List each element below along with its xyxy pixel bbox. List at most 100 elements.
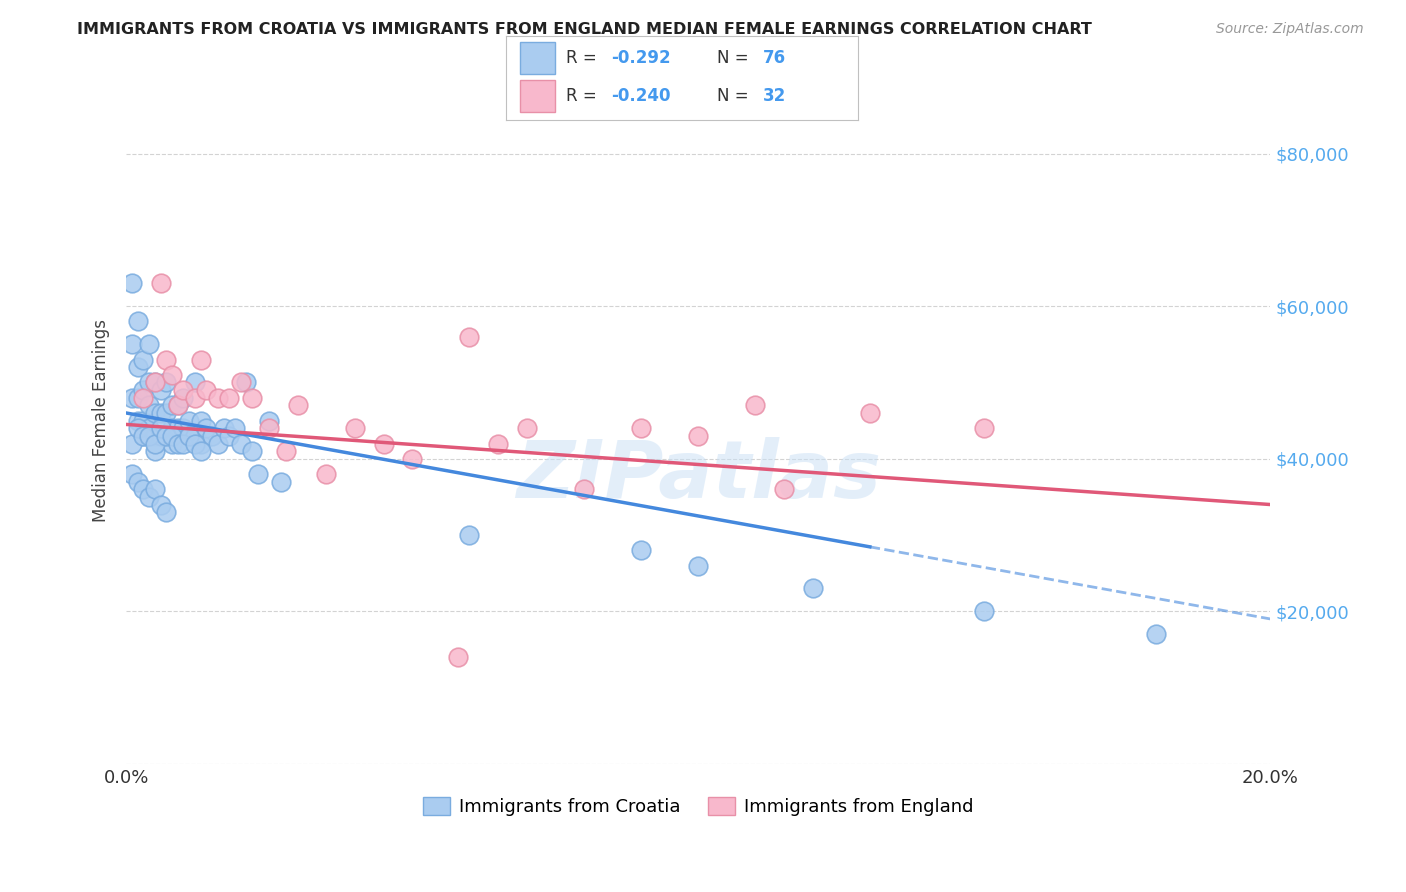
Point — [688, 429, 710, 443]
Point — [458, 330, 481, 344]
Point — [184, 436, 207, 450]
Point — [218, 429, 240, 443]
Point — [235, 376, 257, 390]
Point — [160, 398, 183, 412]
Point — [190, 444, 212, 458]
Point — [207, 436, 229, 450]
Point — [121, 391, 143, 405]
Point — [138, 490, 160, 504]
Point — [859, 406, 882, 420]
Point — [149, 429, 172, 443]
Point — [458, 528, 481, 542]
Text: N =: N = — [717, 49, 754, 67]
Point — [127, 414, 149, 428]
Point — [246, 467, 269, 481]
Text: IMMIGRANTS FROM CROATIA VS IMMIGRANTS FROM ENGLAND MEDIAN FEMALE EARNINGS CORREL: IMMIGRANTS FROM CROATIA VS IMMIGRANTS FR… — [77, 22, 1092, 37]
Point — [744, 398, 766, 412]
Text: ZIPatlas: ZIPatlas — [516, 436, 880, 515]
Point — [688, 558, 710, 573]
Point — [143, 376, 166, 390]
Point — [516, 421, 538, 435]
Point — [287, 398, 309, 412]
Point — [207, 391, 229, 405]
Point — [973, 421, 995, 435]
Bar — [520, 79, 555, 112]
Point — [127, 360, 149, 375]
Point — [486, 436, 509, 450]
Point — [160, 436, 183, 450]
Point — [143, 429, 166, 443]
Point — [344, 421, 367, 435]
Point — [160, 368, 183, 382]
Point — [155, 376, 177, 390]
Point — [315, 467, 337, 481]
Point — [132, 391, 155, 405]
Point — [259, 421, 281, 435]
Point — [155, 429, 177, 443]
Point — [149, 421, 172, 435]
Point — [166, 421, 188, 435]
Text: -0.240: -0.240 — [612, 87, 671, 105]
Text: N =: N = — [717, 87, 754, 105]
Point — [127, 421, 149, 435]
Point — [138, 337, 160, 351]
Point — [973, 604, 995, 618]
Point — [143, 406, 166, 420]
Point — [173, 383, 195, 397]
Point — [373, 436, 395, 450]
Text: 76: 76 — [762, 49, 786, 67]
Point — [132, 429, 155, 443]
Point — [127, 391, 149, 405]
Bar — [520, 42, 555, 74]
Point — [155, 505, 177, 519]
Point — [155, 406, 177, 420]
Point — [138, 421, 160, 435]
Point — [132, 352, 155, 367]
Point — [190, 436, 212, 450]
Point — [630, 421, 652, 435]
Point — [149, 277, 172, 291]
Point — [132, 483, 155, 497]
Point — [121, 277, 143, 291]
Point — [240, 444, 263, 458]
Point — [149, 406, 172, 420]
Legend: Immigrants from Croatia, Immigrants from England: Immigrants from Croatia, Immigrants from… — [416, 789, 980, 823]
Point — [143, 376, 166, 390]
Point — [229, 436, 252, 450]
Text: R =: R = — [565, 87, 602, 105]
Point — [138, 376, 160, 390]
Point — [190, 414, 212, 428]
Point — [173, 421, 195, 435]
Point — [121, 467, 143, 481]
Point — [195, 421, 218, 435]
Text: Source: ZipAtlas.com: Source: ZipAtlas.com — [1216, 22, 1364, 37]
Point — [401, 451, 423, 466]
Point — [173, 391, 195, 405]
Y-axis label: Median Female Earnings: Median Female Earnings — [93, 319, 110, 522]
Point — [138, 429, 160, 443]
Point — [259, 414, 281, 428]
Point — [572, 483, 595, 497]
Point — [132, 429, 155, 443]
Point — [166, 398, 188, 412]
Point — [184, 376, 207, 390]
Point — [276, 444, 298, 458]
Point — [166, 436, 188, 450]
Point — [801, 582, 824, 596]
Point — [270, 475, 292, 489]
Point — [184, 391, 207, 405]
Point — [127, 314, 149, 328]
Point — [184, 429, 207, 443]
Point — [160, 429, 183, 443]
Point — [179, 414, 201, 428]
Point — [121, 337, 143, 351]
Point — [190, 352, 212, 367]
Point — [229, 376, 252, 390]
Point — [224, 421, 246, 435]
Point — [179, 429, 201, 443]
Point — [132, 414, 155, 428]
Point — [132, 383, 155, 397]
Point — [143, 436, 166, 450]
Point — [127, 475, 149, 489]
Text: -0.292: -0.292 — [612, 49, 671, 67]
